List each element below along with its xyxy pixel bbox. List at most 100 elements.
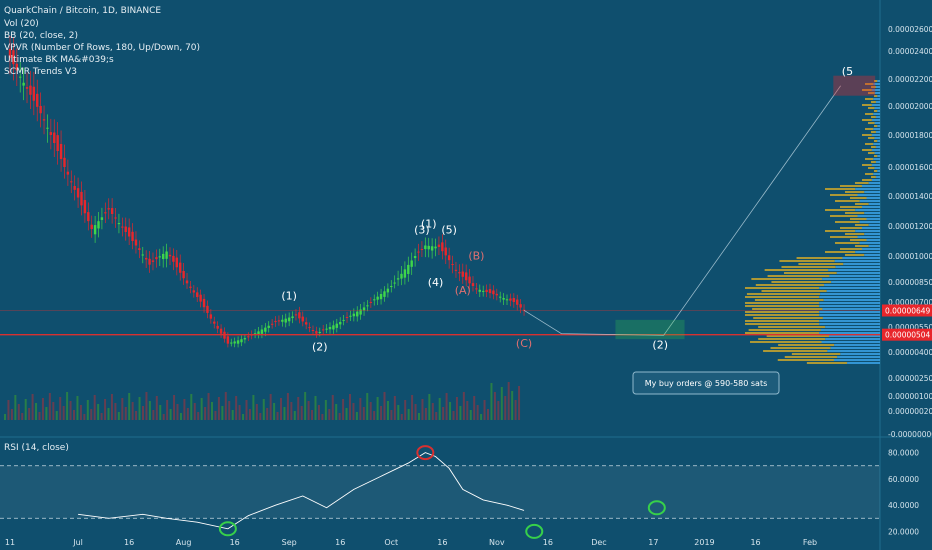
price-axis: 0.00002600 0.00002400 0.00002200 0.00002000… [882, 25, 932, 439]
candle-body [376, 296, 379, 300]
candle-body [512, 298, 516, 302]
candle-body [226, 336, 230, 344]
vp-row-down [874, 122, 880, 124]
volume-bar [380, 406, 383, 420]
volume-bar [331, 395, 334, 420]
wave-label: (5) [441, 224, 457, 237]
vp-row-down [874, 92, 880, 94]
vp-row-up [777, 359, 834, 361]
vp-row-down [819, 314, 880, 316]
candle-body [134, 239, 138, 246]
vp-row-up [767, 275, 830, 277]
candle-body [196, 292, 199, 298]
vp-row-down [862, 227, 880, 229]
candle-body [19, 76, 22, 78]
vp-row-down [855, 209, 880, 211]
time-tick-label: Aug [176, 538, 192, 547]
candle-body [427, 245, 430, 250]
vp-row-up [862, 104, 872, 106]
price-tick-label: -0.00000000 [888, 430, 932, 439]
vp-row-up [830, 236, 858, 238]
candle-body [155, 257, 158, 260]
vp-row-down [871, 119, 880, 121]
candle-body [219, 328, 223, 334]
vp-row-up [868, 107, 875, 109]
volume-bar [497, 401, 500, 420]
volume-bar [200, 398, 203, 420]
candle-body [464, 272, 468, 281]
candle-body [400, 273, 403, 279]
vp-row-up [874, 170, 878, 172]
vp-row-up [752, 308, 823, 310]
volume-bar [383, 392, 386, 420]
candle-body [458, 272, 461, 274]
vp-row-up [850, 218, 867, 220]
vp-row-up [871, 101, 876, 103]
candle-body [213, 321, 216, 324]
time-tick-label: Jul [72, 538, 83, 547]
vp-row-down [868, 182, 880, 184]
rsi-band [0, 465, 880, 519]
volume-bar [245, 400, 248, 420]
candle-body [318, 332, 321, 333]
volume-bar [487, 409, 489, 420]
candle-body [107, 208, 110, 210]
vp-row-down [873, 98, 880, 100]
vp-row-down [868, 224, 880, 226]
candle-body [386, 288, 390, 293]
candle-body [260, 329, 264, 334]
volume-bar [407, 409, 410, 420]
vp-row-down [820, 329, 880, 331]
candle-body [49, 132, 53, 135]
vp-row-up [761, 290, 827, 292]
rsi-axis: 80.0000 60.0000 40.0000 20.0000 [888, 449, 919, 537]
volume-bar [145, 392, 148, 420]
candle-body [424, 245, 427, 250]
vp-row-up [865, 173, 874, 175]
projection-path [523, 85, 841, 336]
candle-body [481, 290, 485, 292]
vp-row-down [822, 278, 880, 280]
candle-body [509, 298, 512, 301]
vp-row-up [855, 224, 869, 226]
candle-body [502, 298, 505, 300]
price-tick-label: 0.00002400 [888, 47, 932, 56]
time-tick-label: 16 [750, 538, 760, 547]
vp-row-down [875, 176, 880, 178]
time-tick-label: 2019 [694, 538, 714, 547]
volume-bar [86, 400, 89, 420]
candle-body [192, 290, 196, 293]
candle-body [311, 329, 315, 331]
vp-row-up [874, 110, 878, 112]
vp-row-down [875, 146, 880, 148]
price-tick-label: 0.00000850 [888, 278, 932, 287]
candle-body [475, 288, 478, 290]
vp-row-up [755, 284, 825, 286]
vp-row-up [758, 338, 826, 340]
candle-body [110, 208, 114, 214]
volume-bar [248, 409, 251, 420]
candle-body [379, 294, 383, 300]
rsi-tick-label: 20.0000 [888, 527, 919, 536]
candle-body [454, 269, 458, 271]
candle-body [236, 340, 240, 344]
candle-body [148, 258, 151, 265]
wave-label: (3) [414, 224, 430, 237]
candle-body [492, 290, 495, 295]
volume-bar [317, 405, 320, 420]
candle-body [284, 318, 287, 323]
volume-bar [152, 410, 155, 420]
candle-body [407, 264, 410, 274]
volume-bar [73, 410, 75, 420]
vp-row-down [874, 167, 880, 169]
candlesticks [8, 35, 526, 348]
volume-bar [286, 393, 289, 420]
vp-row-down [877, 125, 880, 127]
candle-body [206, 305, 209, 313]
vp-row-up [850, 239, 867, 241]
candle-body [468, 276, 471, 284]
rsi-tick-label: 40.0000 [888, 501, 919, 510]
candle-body [298, 312, 301, 319]
candle-body [182, 270, 185, 279]
volume-bar [304, 392, 307, 420]
